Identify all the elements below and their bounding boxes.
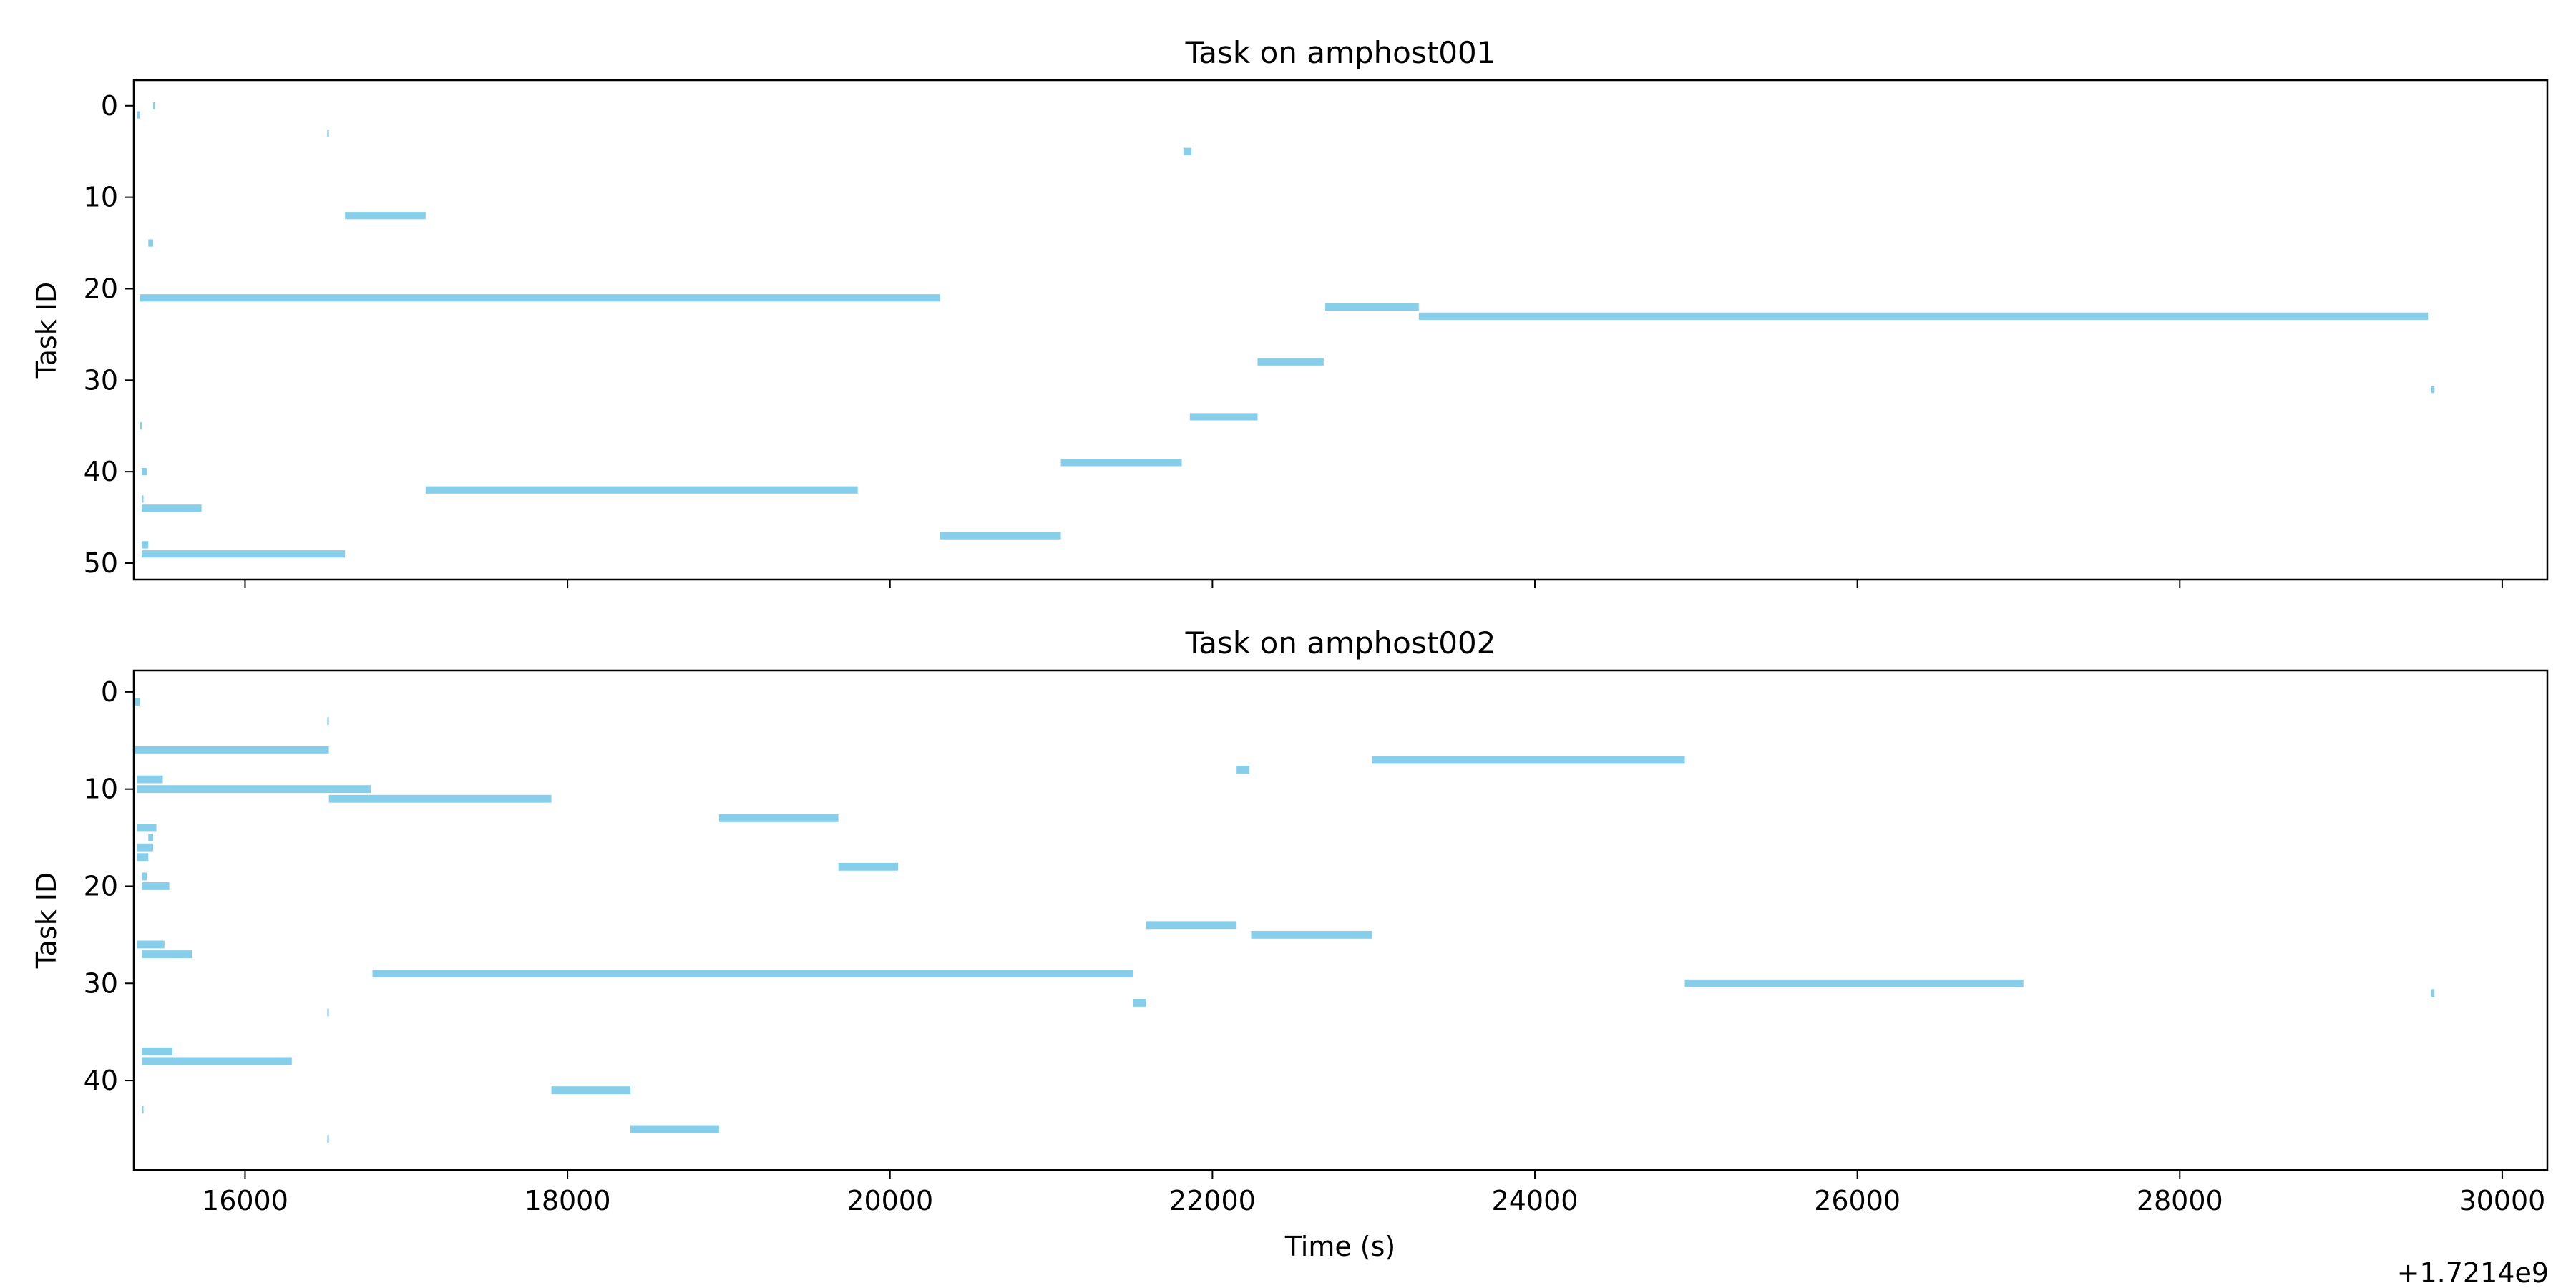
task-bar-15 [148,239,154,247]
task-bar-42 [425,486,858,494]
x-tick-label: 20000 [847,1185,933,1216]
task-bar-28 [1257,358,1324,366]
task-bar-32 [1133,998,1146,1007]
task-bars [137,102,2435,558]
task-bar-16 [137,843,154,852]
task-bar-38 [142,1057,292,1065]
y-tick-label: 40 [84,456,118,487]
task-bar-18 [838,862,899,871]
x-axis-offset-text: +1.7214e9 [2397,1257,2549,1288]
task-bar-19 [142,872,147,881]
task-bar-26 [137,940,165,949]
task-bar-31 [2431,385,2435,394]
task-bar-29 [372,970,1133,978]
x-tick-label: 24000 [1492,1185,1579,1216]
y-tick-label: 50 [84,547,118,579]
subplot-amphost002: Task on amphost002 Task ID 0 10 20 30 40 16000 1… [31,625,2549,1216]
task-bar-6 [134,746,329,754]
y-axis-label: Task ID [31,282,62,379]
task-bar-21 [140,294,940,302]
task-bar-46 [327,1135,329,1143]
x-tick-label: 26000 [1814,1185,1901,1216]
task-bar-43 [142,1106,144,1114]
task-bar-9 [137,775,163,784]
x-tick-label: 30000 [2459,1185,2545,1216]
task-bar-24 [1146,921,1237,930]
y-tick-label: 20 [84,273,118,304]
task-bar-14 [137,824,157,832]
y-tick-label: 40 [84,1065,118,1096]
task-bar-8 [1236,766,1250,774]
task-bars [134,698,2435,1143]
task-bar-44 [142,504,202,512]
task-bar-1 [137,111,141,119]
x-tick-label: 28000 [2137,1185,2223,1216]
task-bar-35 [140,422,142,430]
task-bar-37 [142,1047,173,1055]
task-bar-12 [345,212,426,220]
task-bar-13 [718,814,839,822]
task-bar-17 [137,853,149,862]
task-bar-34 [1189,413,1258,421]
task-bar-1 [134,698,141,706]
task-bar-20 [142,882,170,890]
task-bar-11 [328,794,552,803]
y-tick-label: 0 [101,676,118,708]
task-bar-10 [137,785,371,794]
x-tick-label: 16000 [202,1185,288,1216]
task-bar-31 [2431,989,2435,997]
x-axis-label: Time (s) [1284,1231,1396,1262]
task-bar-39 [1060,459,1182,467]
task-bar-3 [327,130,329,137]
task-bar-15 [148,834,154,842]
task-bar-48 [142,541,149,549]
x-tick-label: 22000 [1169,1185,1256,1216]
subplot-amphost001: Task on amphost001 Task ID 0 10 20 30 40 50 [31,35,2549,588]
task-bar-0 [153,102,155,109]
y-tick-label: 20 [84,870,118,902]
plot-frame [132,669,2549,1171]
task-bar-49 [142,550,346,558]
x-tick-label: 18000 [525,1185,611,1216]
task-bar-40 [142,468,147,476]
y-tick-label: 10 [84,182,118,213]
task-bar-30 [1684,979,2024,987]
task-bar-27 [142,950,192,958]
chart-title: Task on amphost001 [1185,35,1496,70]
task-bar-22 [1325,303,1419,311]
task-bar-23 [1418,312,2429,320]
task-bar-41 [551,1086,630,1095]
task-bar-47 [940,532,1061,540]
task-bar-5 [1183,147,1192,155]
task-bar-7 [1372,756,1685,764]
y-tick-label: 0 [101,90,118,122]
task-bar-33 [327,1008,329,1017]
task-bar-43 [142,495,144,503]
plot-frame [132,79,2549,581]
y-tick-label: 10 [84,774,118,805]
task-bar-3 [327,717,329,726]
y-tick-label: 30 [84,967,118,999]
task-bar-45 [630,1125,719,1133]
y-tick-label: 30 [84,364,118,396]
chart-title: Task on amphost002 [1185,625,1496,660]
y-axis-label: Task ID [31,872,62,970]
task-bar-25 [1251,930,1372,939]
